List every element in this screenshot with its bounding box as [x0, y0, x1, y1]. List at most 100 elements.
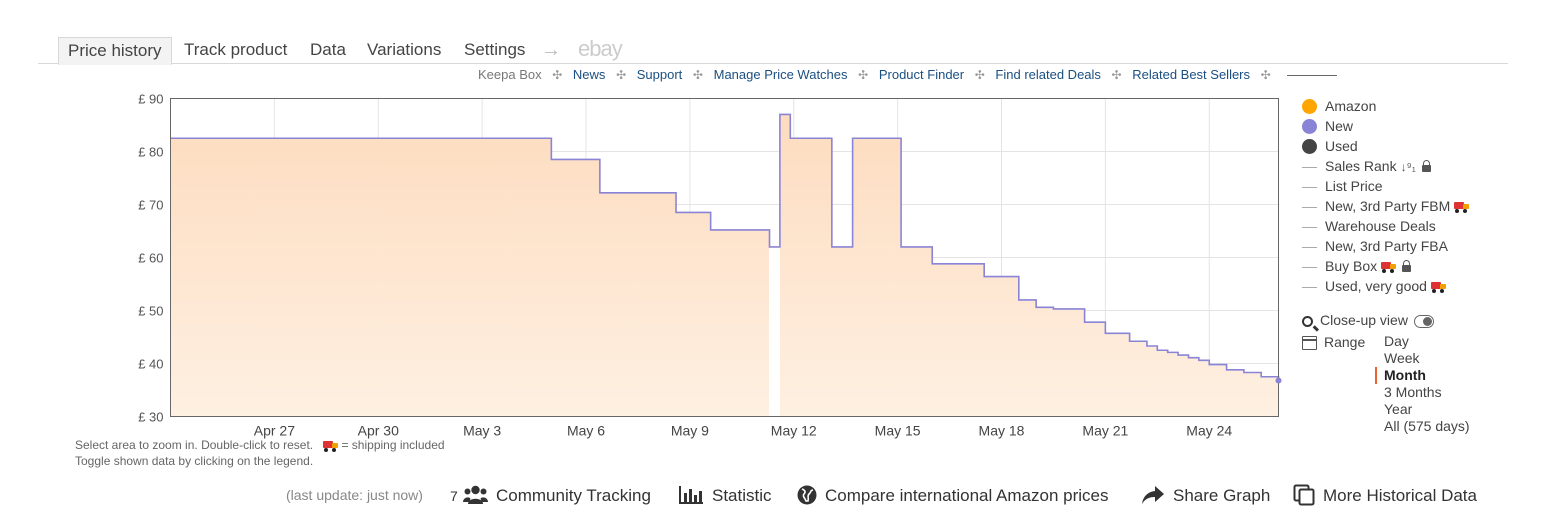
tab-track-product[interactable]: Track product [184, 40, 288, 59]
zoom-hint-text: Select area to zoom in. Double-click to … [75, 438, 314, 452]
legend-used-very-good[interactable]: Used, very good [1302, 276, 1469, 296]
range-option-year[interactable]: Year [1384, 401, 1413, 417]
truck-icon [1381, 262, 1397, 274]
range-option-week[interactable]: Week [1384, 350, 1420, 366]
line-swatch-icon [1302, 206, 1317, 208]
related-best-sellers-link[interactable]: Related Best Sellers [1132, 67, 1251, 82]
y-tick-label: £ 70 [138, 198, 163, 213]
separator-icon: ✣ [552, 68, 563, 82]
community-count: 7 [450, 488, 458, 504]
new-price-area [170, 114, 1279, 417]
find-related-deals-link[interactable]: Find related Deals [995, 67, 1101, 82]
sort-icon: ↓⁹₁ [1400, 160, 1416, 174]
legend-label: New, 3rd Party FBA [1325, 238, 1448, 254]
users-icon [463, 485, 488, 504]
legend-label: Amazon [1325, 98, 1377, 114]
legend-label: Used, very good [1325, 278, 1427, 294]
legend-label: List Price [1325, 178, 1383, 194]
separator-icon: ✣ [1260, 68, 1271, 82]
separator-icon: ✣ [858, 68, 869, 82]
range-label-wrap: Range [1302, 333, 1365, 351]
legend-label: Sales Rank [1325, 158, 1397, 174]
legend-new-3rd-party-fba[interactable]: New, 3rd Party FBA [1302, 236, 1469, 256]
compare-label: Compare international Amazon prices [825, 486, 1109, 505]
x-tick-label: Apr 30 [358, 423, 399, 439]
sub-navigation: Keepa Box ✣ News ✣ Support ✣ Manage Pric… [478, 66, 1338, 84]
tab-variations[interactable]: Variations [367, 40, 442, 59]
line-swatch-icon [1302, 246, 1317, 248]
zoom-hint: Select area to zoom in. Double-click to … [75, 437, 445, 453]
lock-icon [1402, 259, 1412, 272]
bar-chart-icon [679, 485, 703, 504]
x-tick-label: Apr 27 [254, 423, 295, 439]
legend-label: New [1325, 118, 1354, 134]
truck-icon [323, 440, 339, 452]
legend-buy-box[interactable]: Buy Box [1302, 256, 1469, 276]
toggle-icon[interactable] [1413, 314, 1434, 328]
toggle-hint: Toggle shown data by clicking on the leg… [75, 454, 314, 468]
legend-label: Used [1325, 138, 1358, 154]
tab-price-history[interactable]: Price history [58, 37, 172, 65]
copy-icon [1293, 484, 1315, 506]
closeup-view-toggle[interactable]: Close-up view [1302, 310, 1434, 330]
used-dot-icon [1302, 138, 1317, 154]
legend-sales-rank[interactable]: Sales Rank ↓⁹₁ [1302, 156, 1469, 176]
y-tick-label: £ 90 [138, 92, 163, 107]
line-swatch-icon [1302, 186, 1317, 188]
x-tick-label: May 6 [567, 423, 605, 439]
y-tick-label: £ 40 [138, 357, 163, 372]
statistic-button[interactable]: Statistic [678, 483, 772, 509]
share-graph-button[interactable]: Share Graph [1141, 483, 1270, 509]
support-link[interactable]: Support [636, 67, 683, 82]
y-tick-label: £ 50 [138, 304, 163, 319]
range-option-month[interactable]: Month [1375, 367, 1470, 384]
separator-icon: ✣ [1111, 68, 1122, 82]
arrow-right-icon: → [541, 39, 561, 61]
manage-price-watches-link[interactable]: Manage Price Watches [713, 67, 848, 82]
chart-legend: Amazon New Used Sales Rank ↓⁹₁ List Price… [1302, 96, 1470, 296]
statistic-label: Statistic [712, 486, 772, 505]
separator-icon: ✣ [616, 68, 627, 82]
truck-icon [1454, 202, 1470, 214]
y-tick-label: £ 80 [138, 145, 163, 160]
legend-used[interactable]: Used [1302, 136, 1469, 156]
line-swatch-icon [1302, 166, 1317, 168]
legend-new[interactable]: New [1302, 116, 1469, 136]
y-tick-label: £ 60 [138, 251, 163, 266]
x-tick-label: May 3 [463, 423, 501, 439]
compare-international-button[interactable]: Compare international Amazon prices [797, 483, 1108, 509]
more-historical-data-button[interactable]: More Historical Data [1293, 483, 1477, 509]
y-tick-label: £ 30 [138, 410, 163, 425]
tab-settings[interactable]: Settings [464, 40, 526, 59]
new-dot-icon [1302, 118, 1317, 134]
legend-list-price[interactable]: List Price [1302, 176, 1469, 196]
new-price-line [170, 113, 1280, 381]
news-link[interactable]: News [572, 67, 606, 82]
range-option-all[interactable]: All (575 days) [1384, 418, 1470, 434]
tab-bar: Price history Track product Data Variati… [38, 36, 1508, 65]
product-finder-link[interactable]: Product Finder [878, 67, 965, 82]
separator-icon: ✣ [974, 68, 985, 82]
legend-label: New, 3rd Party FBM [1325, 198, 1451, 214]
range-option-day[interactable]: Day [1384, 333, 1409, 349]
tab-data[interactable]: Data [310, 40, 346, 59]
closeup-label: Close-up view [1320, 312, 1408, 328]
last-update-text: (last update: just now) [286, 487, 423, 503]
separator-icon: ✣ [692, 68, 703, 82]
x-tick-label: May 9 [671, 423, 709, 439]
ebay-tab-logo[interactable]: ebay [578, 36, 623, 61]
legend-warehouse-deals[interactable]: Warehouse Deals [1302, 216, 1469, 236]
shipping-hint-text: = shipping included [341, 438, 445, 452]
x-tick-label: May 12 [771, 423, 817, 439]
last-price-dot [1275, 377, 1282, 384]
legend-amazon[interactable]: Amazon [1302, 96, 1469, 116]
line-swatch-icon [1302, 266, 1317, 268]
legend-label: Warehouse Deals [1325, 218, 1436, 234]
legend-new-3rd-party-fbm[interactable]: New, 3rd Party FBM [1302, 196, 1470, 216]
line-swatch-icon [1302, 286, 1317, 288]
range-option-3-months[interactable]: 3 Months [1384, 384, 1442, 400]
faded-divider [1287, 75, 1338, 77]
community-tracking-button[interactable]: Community Tracking [463, 483, 651, 509]
range-label: Range [1324, 334, 1366, 350]
